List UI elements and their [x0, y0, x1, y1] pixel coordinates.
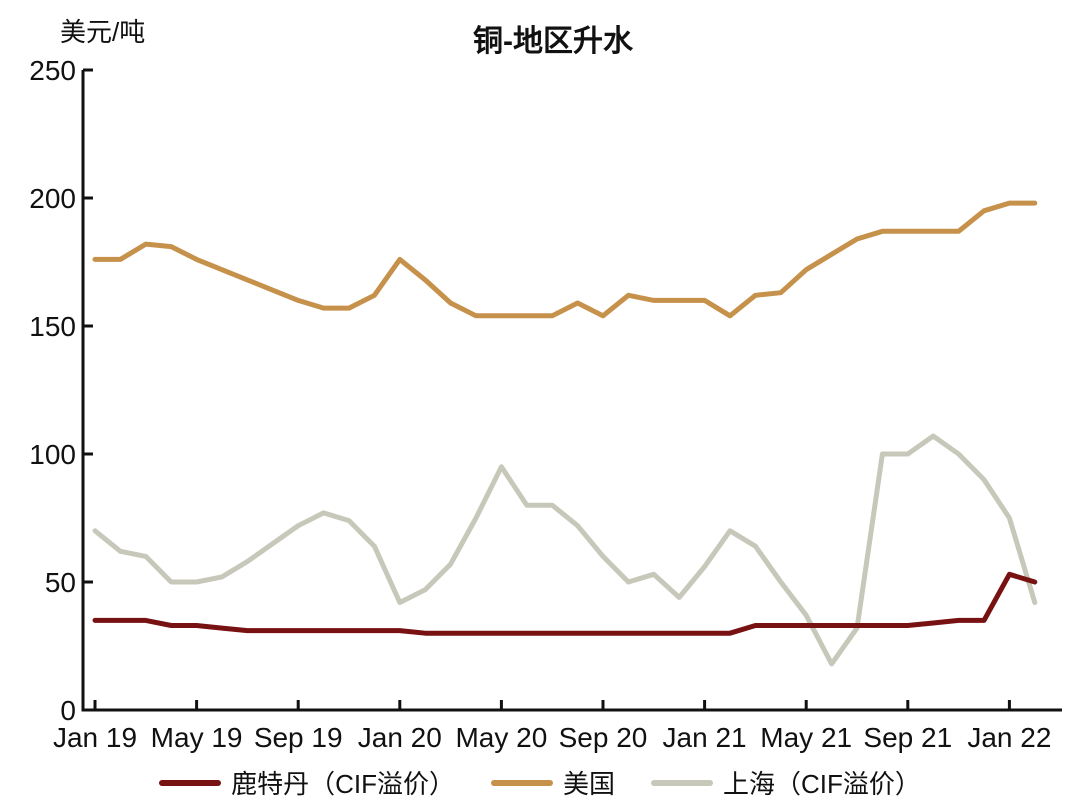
- x-tick-label: Sep 21: [863, 722, 952, 753]
- axis-lines: [81, 70, 1062, 712]
- legend-swatch: [651, 779, 713, 786]
- x-tick-label: May 19: [151, 722, 243, 753]
- y-tick-label: 200: [29, 183, 76, 214]
- x-tick-label: Sep 19: [254, 722, 343, 753]
- x-tick-label: Jan 20: [358, 722, 442, 753]
- y-axis-unit-label: 美元/吨: [60, 17, 146, 47]
- axis-ticks: 0 50 100 150 200 250 Jan 19 May 19 Sep 19 Jan 20 M…: [29, 55, 1051, 753]
- x-tick-label: Jan 19: [53, 722, 137, 753]
- y-tick-label: 250: [29, 55, 76, 86]
- x-tick-label: May 20: [455, 722, 547, 753]
- legend-label: 美国: [562, 769, 615, 799]
- series-line-0: [92, 571, 1038, 636]
- y-tick-label: 150: [29, 311, 76, 342]
- x-tick-label: Sep 20: [559, 722, 648, 753]
- legend-label: 鹿特丹（CIF溢价）: [231, 769, 455, 799]
- x-tick-label: Jan 22: [967, 722, 1051, 753]
- legend-swatch: [159, 779, 222, 786]
- chart-title: 铜-地区升水: [473, 25, 633, 58]
- chart-legend: 鹿特丹（CIF溢价） 美国 上海（CIF溢价）: [0, 764, 1080, 801]
- y-tick-label: 50: [45, 567, 76, 598]
- legend-item-2: 上海（CIF溢价）: [651, 764, 921, 801]
- x-tick-label: May 21: [760, 722, 852, 753]
- data-series: [92, 200, 1038, 667]
- legend-swatch: [490, 779, 553, 786]
- y-tick-label: 100: [29, 439, 76, 470]
- y-tick-label: 0: [60, 695, 76, 726]
- series-line-1: [92, 200, 1038, 319]
- legend-label: 上海（CIF溢价）: [723, 769, 921, 799]
- series-line-2: [92, 433, 1038, 667]
- legend-item-1: 美国: [490, 764, 615, 801]
- legend-item-0: 鹿特丹（CIF溢价）: [159, 764, 455, 801]
- x-tick-label: Jan 21: [663, 722, 747, 753]
